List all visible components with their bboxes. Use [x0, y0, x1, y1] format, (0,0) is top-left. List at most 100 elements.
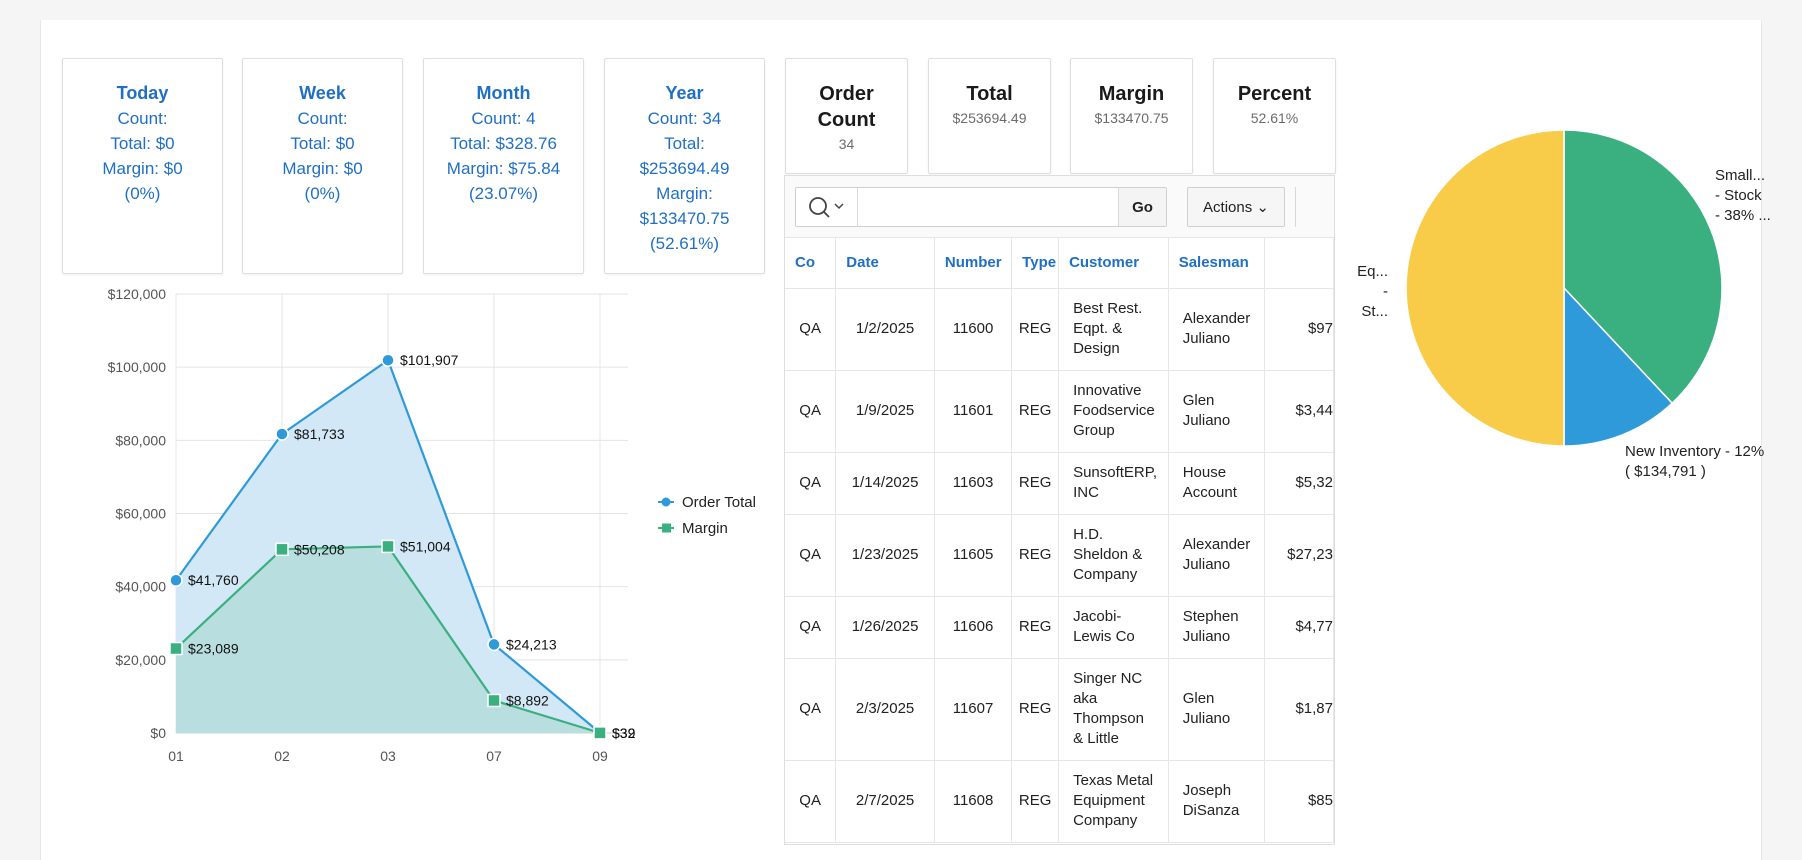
table-row[interactable]: QA 2/7/2025 11608 REG Texas Metal Equipment Co… [785, 760, 1334, 843]
pie-slice[interactable] [1563, 286, 1674, 447]
data-point-margin [169, 641, 183, 656]
customer-line: Texas Metal [1073, 772, 1154, 789]
search-input[interactable] [859, 188, 1119, 226]
cell-date: 1/14/2025 [835, 452, 935, 515]
column-header-customer[interactable]: Customer [1058, 238, 1169, 289]
x-tick-label: 07 [486, 748, 502, 764]
period-title: Week [299, 83, 346, 103]
data-label: $101,907 [400, 352, 459, 368]
salesman-line: DiSanza [1182, 802, 1240, 819]
cell-number: 11608 [934, 760, 1013, 843]
y-tick-label: $80,000 [115, 432, 166, 448]
kpi-value: $253694.49 [952, 110, 1027, 126]
cell-type: REG [1011, 596, 1060, 659]
cell-amount: $97 [1264, 288, 1334, 371]
pie-slice[interactable] [1405, 129, 1565, 447]
cell-co: QA [785, 514, 837, 597]
data-point-order-total [169, 573, 183, 587]
pie-slice[interactable] [1563, 129, 1723, 405]
period-margin: Margin: $0 [282, 159, 363, 178]
cell-customer: H.D. Sheldon & Company [1058, 514, 1169, 597]
report-toolbar: Go Actions ⌄ [785, 176, 1334, 238]
legend-label: Margin [682, 520, 728, 537]
table-row[interactable]: QA 1/14/2025 11603 REG SunsoftERP, INC House Ac… [785, 452, 1334, 515]
cell-type: REG [1011, 760, 1060, 843]
cell-date: 1/2/2025 [835, 288, 935, 371]
salesman-line: Juliano [1182, 628, 1231, 645]
column-header-type[interactable]: Type [1011, 238, 1060, 289]
inventory-pie-chart: Small... - Stock - 38% ... New Inventory - … [1357, 129, 1771, 480]
column-header-date[interactable]: Date [835, 238, 935, 289]
pie-slice-label: Small... [1715, 167, 1765, 184]
pie-slice-label: Eq... [1357, 263, 1388, 280]
cell-salesman: Joseph DiSanza [1168, 760, 1266, 843]
cell-salesman: Stephen Juliano [1168, 596, 1266, 659]
column-header-amount[interactable] [1264, 238, 1334, 289]
period-total-label: Total: [664, 134, 705, 153]
data-point-margin [381, 539, 395, 554]
data-label: $8,892 [506, 692, 549, 708]
cell-type: REG [1011, 658, 1060, 761]
customer-line: Singer NC [1073, 670, 1143, 687]
data-point-margin [593, 726, 607, 740]
period-count: Count: [117, 109, 168, 128]
cell-customer: Best Rest. Eqpt. & Design [1058, 288, 1169, 371]
orders-table-body: QA 1/2/2025 11600 REG Best Rest. Eqpt. & Desig… [785, 288, 1334, 843]
cell-salesman: House Account [1168, 452, 1266, 515]
kpi-total: Total $253694.49 [928, 58, 1051, 174]
kpi-value: 34 [838, 136, 855, 152]
cell-co: QA [785, 452, 837, 515]
table-row[interactable]: QA 1/9/2025 11601 REG Innovative Foodservice G… [785, 370, 1334, 453]
cell-number: 11606 [934, 596, 1013, 659]
pie-slice-label: St... [1361, 303, 1388, 320]
orders-table: Co Date Number Type Customer Salesman QA… [785, 238, 1334, 843]
y-tick-label: $0 [150, 725, 166, 741]
search-box: Go [795, 187, 1167, 227]
table-row[interactable]: QA 1/23/2025 11605 REG H.D. Sheldon & Company A… [785, 514, 1334, 597]
data-point-order-total [275, 427, 289, 441]
actions-label: Actions [1203, 199, 1253, 216]
cell-date: 1/26/2025 [835, 596, 935, 659]
data-point-margin [275, 542, 289, 557]
column-header-number[interactable]: Number [934, 238, 1013, 289]
period-margin: Margin: $0 [102, 159, 183, 178]
cell-customer: Texas Metal Equipment Company [1058, 760, 1169, 843]
salesman-line: Joseph [1182, 782, 1232, 799]
cell-number: 11607 [934, 658, 1013, 761]
customer-line: Best Rest. [1073, 300, 1143, 317]
actions-menu-button[interactable]: Actions ⌄ [1187, 187, 1285, 227]
legend-marker-circle [661, 497, 671, 507]
table-row[interactable]: QA 2/3/2025 11607 REG Singer NC aka Thompson & … [785, 658, 1334, 761]
data-label: $81,733 [294, 426, 345, 442]
search-column-selector[interactable] [796, 188, 858, 226]
y-tick-label: $60,000 [115, 506, 166, 522]
cell-number: 11605 [934, 514, 1013, 597]
cell-customer: Innovative Foodservice Group [1058, 370, 1169, 453]
column-header-co[interactable]: Co [785, 238, 837, 289]
cell-salesman: Alexander Juliano [1168, 288, 1266, 371]
column-header-salesman[interactable]: Salesman [1168, 238, 1266, 289]
cell-number: 11600 [934, 288, 1013, 371]
x-tick-label: 03 [380, 748, 396, 764]
kpi-value: $133470.75 [1094, 110, 1169, 126]
customer-line: Foodservice [1073, 402, 1155, 419]
customer-line: Design [1073, 340, 1120, 357]
cell-amount: $4,77 [1264, 596, 1334, 659]
cell-date: 1/9/2025 [835, 370, 935, 453]
cell-co: QA [785, 596, 837, 659]
customer-line: Eqpt. & [1073, 320, 1123, 337]
table-row[interactable]: QA 1/26/2025 11606 REG Jacobi- Lewis Co Stephe… [785, 596, 1334, 659]
table-row[interactable]: QA 1/2/2025 11600 REG Best Rest. Eqpt. & Desig… [785, 288, 1334, 371]
customer-line: Innovative [1073, 382, 1142, 399]
salesman-line: Juliano [1182, 710, 1231, 727]
salesman-line: Glen [1182, 690, 1215, 707]
pie-slice-label: ( $134,791 ) [1625, 463, 1706, 480]
cell-type: REG [1011, 288, 1060, 371]
x-tick-label: 01 [168, 748, 184, 764]
period-total: Total: $0 [290, 134, 355, 153]
period-title: Month [476, 83, 531, 103]
pie-slice-label: - Stock [1715, 187, 1762, 204]
go-button[interactable]: Go [1118, 188, 1166, 226]
x-tick-label: 09 [592, 748, 608, 764]
cell-date: 2/7/2025 [835, 760, 935, 843]
